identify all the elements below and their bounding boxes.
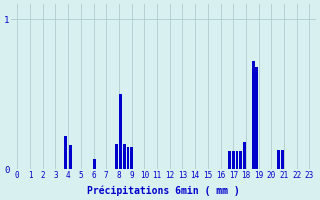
Bar: [123, 144, 126, 169]
Bar: [236, 151, 238, 169]
Bar: [252, 61, 255, 169]
X-axis label: Précipitations 6min ( mm ): Précipitations 6min ( mm ): [87, 185, 240, 196]
Bar: [69, 145, 72, 169]
Bar: [232, 151, 235, 169]
Bar: [243, 142, 246, 169]
Bar: [131, 147, 133, 169]
Bar: [127, 147, 130, 169]
Bar: [93, 159, 96, 169]
Bar: [115, 144, 118, 169]
Bar: [228, 151, 231, 169]
Bar: [281, 150, 284, 169]
Bar: [277, 150, 280, 169]
Bar: [64, 136, 67, 169]
Bar: [119, 94, 122, 169]
Bar: [239, 151, 242, 169]
Bar: [255, 67, 258, 169]
